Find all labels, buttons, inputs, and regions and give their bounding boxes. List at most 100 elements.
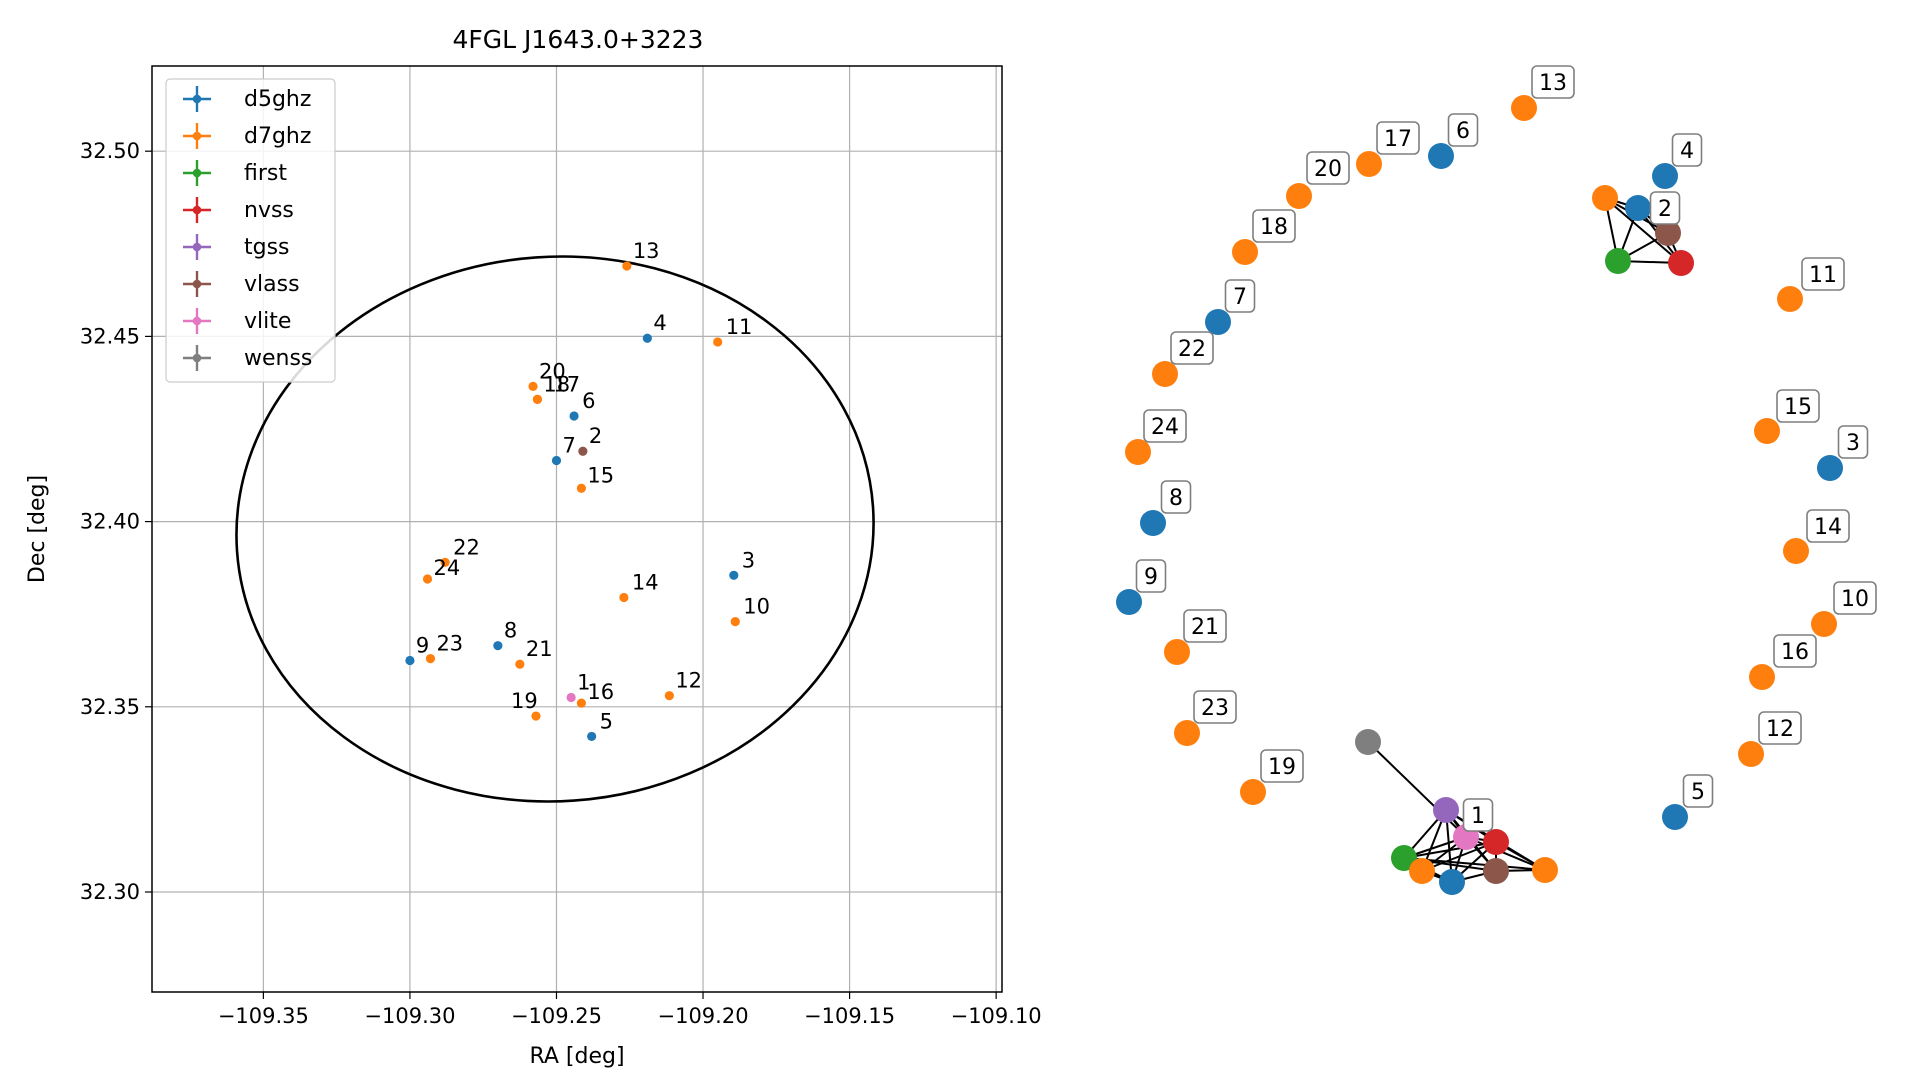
point-label: 3 bbox=[742, 548, 755, 572]
plot-frame bbox=[151, 65, 1003, 993]
y-tick-label: 32.50 bbox=[80, 139, 140, 163]
point-3 bbox=[729, 570, 739, 580]
point-label: 21 bbox=[526, 637, 553, 661]
network-edge bbox=[1604, 197, 1682, 264]
point-10 bbox=[730, 617, 740, 627]
network-node bbox=[1652, 163, 1678, 189]
network-label-box bbox=[1160, 480, 1192, 514]
network-label-box bbox=[1671, 133, 1703, 167]
point-16 bbox=[576, 698, 586, 708]
network-node-label: 18 bbox=[1260, 215, 1288, 240]
network-label-box bbox=[1260, 749, 1304, 783]
network-node-label: 16 bbox=[1781, 640, 1809, 665]
point-20 bbox=[528, 381, 538, 391]
network-node bbox=[1749, 664, 1775, 690]
network-node bbox=[1140, 510, 1166, 536]
network-node-label: 10 bbox=[1841, 587, 1869, 612]
network-label-box bbox=[1776, 389, 1820, 423]
network-node-label: 5 bbox=[1691, 780, 1705, 805]
legend-label-vlite: vlite bbox=[244, 309, 291, 334]
x-tick-label: −109.15 bbox=[804, 1004, 895, 1028]
network-label-box bbox=[1462, 798, 1494, 832]
point-5 bbox=[587, 731, 597, 742]
point-label: 13 bbox=[633, 239, 660, 263]
point-label: 17 bbox=[553, 372, 580, 396]
network-node-label: 22 bbox=[1178, 337, 1206, 362]
network-nodes bbox=[1116, 95, 1843, 895]
point-label: 4 bbox=[653, 311, 666, 335]
point-4 bbox=[642, 333, 652, 343]
point-18 bbox=[532, 394, 543, 404]
point-12 bbox=[664, 691, 674, 701]
network-node bbox=[1240, 779, 1266, 805]
network-node bbox=[1483, 858, 1509, 884]
network-label-box bbox=[1447, 113, 1479, 147]
network-node-label: 21 bbox=[1191, 615, 1219, 640]
legend-marker-dot bbox=[192, 242, 202, 252]
legend-label-nvss: nvss bbox=[244, 198, 294, 223]
x-axis-label: RA [deg] bbox=[529, 1044, 624, 1069]
point-11 bbox=[713, 337, 723, 347]
point-label: 1 bbox=[577, 671, 590, 695]
x-tick-label: −109.35 bbox=[218, 1004, 309, 1028]
network-node bbox=[1483, 829, 1509, 855]
point-label: 7 bbox=[562, 433, 575, 457]
network-node-label: 14 bbox=[1814, 515, 1842, 540]
network-node bbox=[1116, 589, 1142, 615]
x-axis-ticks: −109.35 −109.30 −109.25 −109.20 −109.15 −109.… bbox=[218, 992, 1042, 1028]
network-node-label: 11 bbox=[1809, 263, 1837, 288]
legend-label-tgss: tgss bbox=[244, 235, 290, 260]
network-label-box bbox=[1773, 634, 1817, 668]
network-label-box bbox=[1837, 425, 1869, 459]
point-label: 10 bbox=[743, 595, 770, 619]
network-node bbox=[1738, 741, 1764, 767]
y-axis-label: Dec [deg] bbox=[25, 475, 50, 583]
point-label: 24 bbox=[434, 556, 461, 580]
network-node bbox=[1205, 309, 1231, 335]
network-node bbox=[1817, 455, 1843, 481]
network-node-label: 20 bbox=[1314, 157, 1342, 182]
network-node bbox=[1777, 286, 1803, 312]
network-node-label: 8 bbox=[1169, 486, 1183, 511]
network-node bbox=[1125, 439, 1151, 465]
point-8 bbox=[493, 641, 503, 651]
point-label: 16 bbox=[587, 680, 614, 704]
legend-marker-dot bbox=[192, 168, 202, 178]
network-node bbox=[1409, 858, 1435, 884]
network-node-label: 17 bbox=[1384, 127, 1412, 152]
network-node bbox=[1605, 248, 1631, 274]
legend: d5ghz d7ghz first nvss tgss vlass vlite wenss bbox=[165, 78, 336, 383]
point-1 bbox=[566, 692, 576, 703]
localization-ellipse-layer bbox=[235, 255, 875, 803]
point-22 bbox=[440, 557, 450, 567]
network-label-box bbox=[1224, 279, 1256, 313]
network-node bbox=[1356, 151, 1382, 177]
network-label-box bbox=[1193, 690, 1237, 724]
point-7 bbox=[551, 455, 562, 466]
network-label-box bbox=[1833, 581, 1877, 615]
network-node bbox=[1668, 250, 1694, 276]
network-label-box bbox=[1649, 191, 1681, 225]
network-node bbox=[1655, 220, 1681, 246]
network-node bbox=[1439, 869, 1465, 895]
network-node bbox=[1232, 239, 1258, 265]
network-node-label: 4 bbox=[1680, 139, 1694, 164]
point-label: 23 bbox=[436, 632, 463, 656]
network-node bbox=[1164, 639, 1190, 665]
network-label-box bbox=[1801, 257, 1845, 291]
network-node-label: 7 bbox=[1233, 285, 1247, 310]
x-tick-label: −109.25 bbox=[511, 1004, 602, 1028]
points-layer bbox=[405, 261, 740, 742]
network-label-box bbox=[1143, 409, 1187, 443]
network-node bbox=[1532, 857, 1558, 883]
point-14 bbox=[619, 592, 629, 603]
network-node bbox=[1811, 611, 1837, 637]
point-label: 11 bbox=[726, 315, 753, 339]
y-tick-label: 32.40 bbox=[80, 510, 140, 534]
network-edge bbox=[1465, 836, 1546, 871]
